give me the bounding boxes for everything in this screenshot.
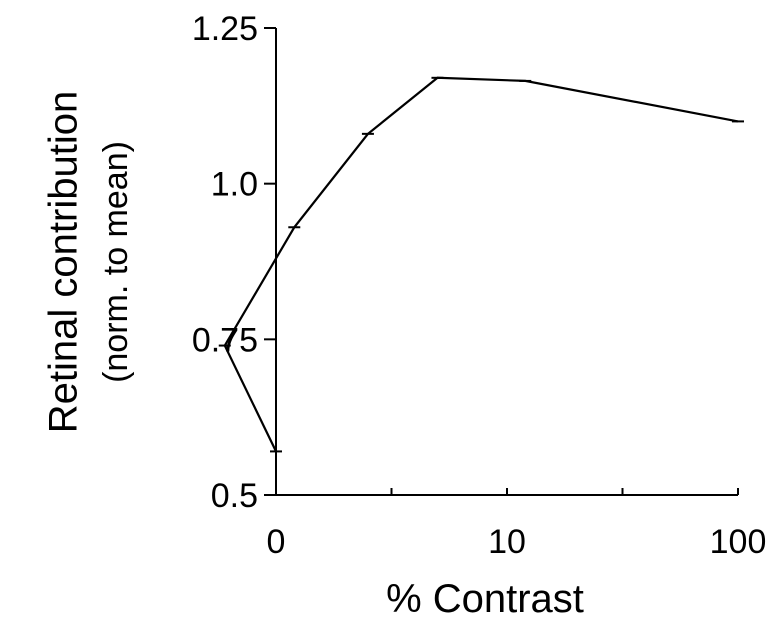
axes: [275, 28, 738, 496]
y-tick-label: 1.25: [192, 10, 258, 48]
y-axis-sublabel: (norm. to mean): [97, 141, 135, 383]
x-tick-label: 10: [488, 523, 526, 561]
x-tick-label: 0: [267, 523, 286, 561]
y-tick-label: 0.75: [192, 321, 258, 359]
y-ticks: 0.5 0.75 1.0 1.25: [192, 10, 276, 515]
data-points: [218, 76, 744, 453]
y-axis-label: Retinal contribution: [42, 91, 86, 433]
x-tick-label: 100: [710, 523, 767, 561]
series: [223, 76, 739, 452]
y-tick-label: 0.5: [211, 477, 258, 515]
series-line: [223, 76, 739, 452]
x-ticks: 0 10 100: [267, 488, 767, 561]
x-axis-label: % Contrast: [386, 577, 584, 621]
y-tick-label: 1.0: [211, 166, 258, 204]
